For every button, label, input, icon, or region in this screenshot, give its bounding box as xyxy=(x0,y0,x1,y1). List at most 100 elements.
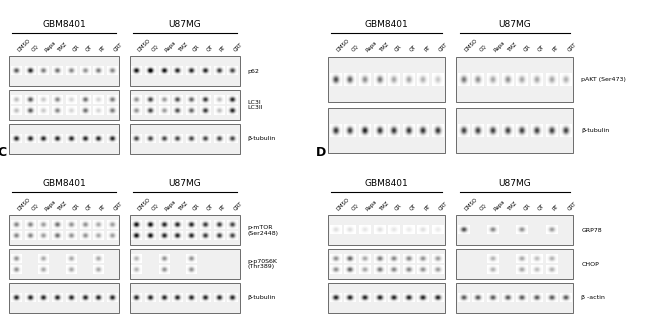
Text: DMSO: DMSO xyxy=(136,38,151,53)
Text: QRT: QRT xyxy=(233,42,244,53)
Text: CQ: CQ xyxy=(30,44,39,53)
Text: RT: RT xyxy=(219,45,227,53)
Text: DMSO: DMSO xyxy=(16,38,31,53)
Text: TMZ: TMZ xyxy=(178,41,190,53)
Text: Rapa: Rapa xyxy=(365,40,378,53)
Text: Rapa: Rapa xyxy=(164,40,177,53)
Text: RT: RT xyxy=(423,204,432,212)
Text: p-p70S6K
(Thr389): p-p70S6K (Thr389) xyxy=(247,259,277,269)
Text: Rapa: Rapa xyxy=(44,40,57,53)
Text: TMZ: TMZ xyxy=(58,41,69,53)
Bar xyxy=(130,249,240,279)
Text: QT: QT xyxy=(409,44,417,53)
Bar xyxy=(328,249,445,279)
Text: p-mTOR
(Ser2448): p-mTOR (Ser2448) xyxy=(247,225,278,236)
Text: QT: QT xyxy=(409,203,417,212)
Text: GBM8401: GBM8401 xyxy=(42,20,86,29)
Bar xyxy=(10,215,120,245)
Text: QRT: QRT xyxy=(233,201,244,212)
Bar xyxy=(130,283,240,313)
Text: DMSO: DMSO xyxy=(463,197,478,212)
Text: GRP78: GRP78 xyxy=(581,228,602,233)
Text: QR: QR xyxy=(192,44,201,53)
Text: RT: RT xyxy=(219,204,227,212)
Text: CHOP: CHOP xyxy=(581,261,599,266)
Bar xyxy=(130,215,240,245)
Text: DMSO: DMSO xyxy=(463,38,478,53)
Text: GBM8401: GBM8401 xyxy=(365,20,409,29)
Text: Rapa: Rapa xyxy=(44,199,57,212)
Text: TMZ: TMZ xyxy=(508,41,519,53)
Text: U87MG: U87MG xyxy=(168,20,201,29)
Text: QT: QT xyxy=(537,44,545,53)
Text: QT: QT xyxy=(205,203,214,212)
Bar xyxy=(328,57,445,102)
Text: QT: QT xyxy=(85,44,94,53)
Text: U87MG: U87MG xyxy=(499,179,531,188)
Text: GBM8401: GBM8401 xyxy=(42,179,86,188)
Text: TMZ: TMZ xyxy=(380,41,391,53)
Text: QRT: QRT xyxy=(112,42,124,53)
Text: pAKT (Ser473): pAKT (Ser473) xyxy=(581,77,626,82)
Text: CQ: CQ xyxy=(30,203,39,212)
Text: RT: RT xyxy=(551,204,560,212)
Bar xyxy=(456,57,573,102)
Text: QR: QR xyxy=(394,203,403,212)
Text: U87MG: U87MG xyxy=(499,20,531,29)
Text: TMZ: TMZ xyxy=(380,200,391,212)
Text: CQ: CQ xyxy=(150,203,159,212)
Text: QR: QR xyxy=(192,203,201,212)
Text: CQ: CQ xyxy=(478,203,488,212)
Bar xyxy=(456,215,573,245)
Text: LC3I
LC3II: LC3I LC3II xyxy=(247,100,263,110)
Text: QR: QR xyxy=(72,44,80,53)
Text: TMZ: TMZ xyxy=(58,200,69,212)
Text: QRT: QRT xyxy=(438,201,449,212)
Bar xyxy=(456,249,573,279)
Bar xyxy=(10,90,120,120)
Text: β-tubulin: β-tubulin xyxy=(247,136,276,142)
Text: TMZ: TMZ xyxy=(178,200,190,212)
Bar xyxy=(456,108,573,153)
Text: QRT: QRT xyxy=(112,201,124,212)
Bar xyxy=(10,124,120,154)
Text: QR: QR xyxy=(522,203,531,212)
Text: DMSO: DMSO xyxy=(335,197,350,212)
Text: QR: QR xyxy=(394,44,403,53)
Text: CQ: CQ xyxy=(478,44,488,53)
Text: Rapa: Rapa xyxy=(493,40,506,53)
Text: DMSO: DMSO xyxy=(335,38,350,53)
Text: Rapa: Rapa xyxy=(493,199,506,212)
Text: β -actin: β -actin xyxy=(581,295,605,301)
Text: RT: RT xyxy=(99,204,107,212)
Bar xyxy=(130,90,240,120)
Text: QR: QR xyxy=(522,44,531,53)
Bar xyxy=(130,124,240,154)
Text: QR: QR xyxy=(72,203,80,212)
Text: DMSO: DMSO xyxy=(16,197,31,212)
Text: U87MG: U87MG xyxy=(168,179,201,188)
Bar xyxy=(10,283,120,313)
Bar xyxy=(328,108,445,153)
Text: QT: QT xyxy=(85,203,94,212)
Text: GBM8401: GBM8401 xyxy=(365,179,409,188)
Bar xyxy=(10,56,120,86)
Text: QRT: QRT xyxy=(566,42,577,53)
Bar xyxy=(328,215,445,245)
Bar xyxy=(130,56,240,86)
Bar xyxy=(328,283,445,313)
Text: QRT: QRT xyxy=(566,201,577,212)
Text: D: D xyxy=(315,146,326,159)
Text: CQ: CQ xyxy=(350,44,359,53)
Text: RT: RT xyxy=(551,45,560,53)
Text: TMZ: TMZ xyxy=(508,200,519,212)
Text: C: C xyxy=(0,146,6,159)
Text: QT: QT xyxy=(205,44,214,53)
Text: RT: RT xyxy=(423,45,432,53)
Bar xyxy=(10,249,120,279)
Text: Rapa: Rapa xyxy=(365,199,378,212)
Text: CQ: CQ xyxy=(350,203,359,212)
Bar xyxy=(456,283,573,313)
Text: β-tubulin: β-tubulin xyxy=(581,128,610,133)
Text: RT: RT xyxy=(99,45,107,53)
